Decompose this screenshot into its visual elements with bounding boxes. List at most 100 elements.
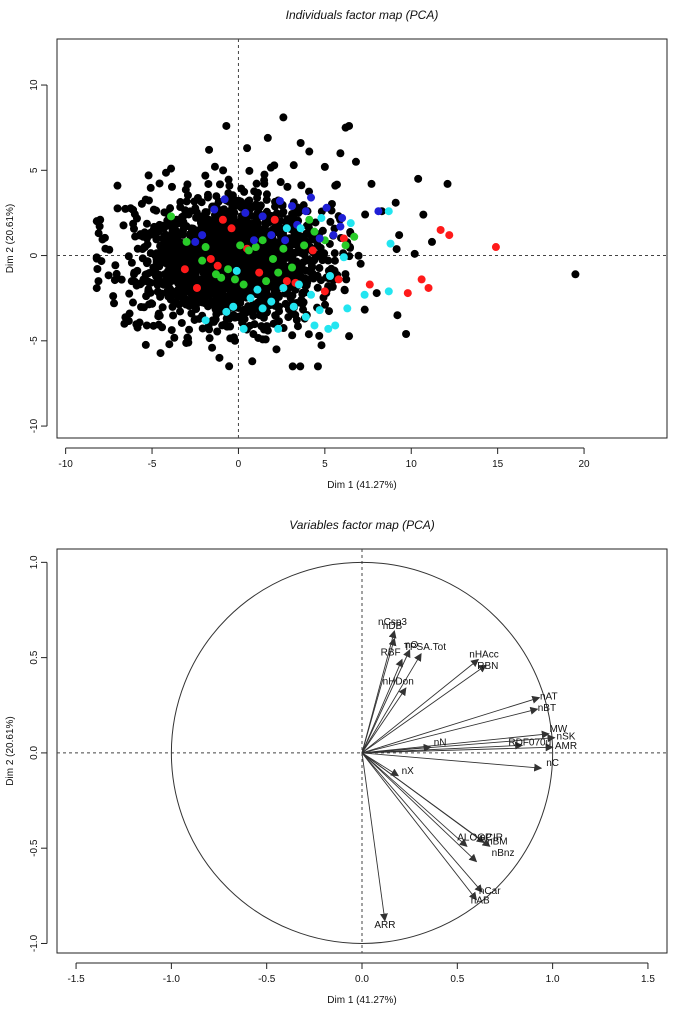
individuals-y-axis-label: Dim 2 (20.61%) [5,204,16,273]
individual-point [143,240,152,249]
variable-vector-nn [361,743,432,754]
individual-point [179,212,188,221]
individual-point [126,204,135,213]
individual-point-group-1 [263,326,272,335]
variable-vector-nab [361,752,477,901]
individual-point-group-5 [282,224,291,233]
individual-point [154,312,163,321]
individual-point [298,300,307,309]
individual-point-group-1 [113,181,122,190]
individual-point [142,259,151,268]
individual-point [159,233,168,242]
individual-point [249,202,258,211]
individual-point-group-3 [310,227,319,236]
individuals-y-tick-label: 10 [29,79,40,91]
individual-point [215,250,224,259]
individual-point [202,298,211,307]
individual-point [330,256,339,265]
individuals-x-tick-label: -10 [58,459,73,470]
individual-point [155,289,164,298]
individual-point-group-2 [180,265,189,274]
individual-point [290,227,299,236]
individual-point [250,187,259,196]
individual-point-group-1 [165,340,174,349]
individual-point-group-5 [384,207,393,216]
individual-point [345,332,354,341]
individual-point-group-1 [110,299,119,308]
variable-label-rbf: RBF [381,648,401,659]
variable-label-rdf070u: RDF070u [508,737,551,748]
individual-point [197,198,206,207]
individual-point [137,303,146,312]
individual-point-group-1 [167,164,176,173]
individual-point [252,179,261,188]
individual-point [93,264,102,273]
individual-point-group-1 [263,133,272,142]
variable-vector-mw [361,730,550,754]
individual-point [203,190,212,199]
individual-point [340,286,349,295]
individual-point [293,322,302,331]
individual-point [210,162,219,171]
individual-point [304,330,313,339]
individuals-x-axis-label: Dim 1 (41.27%) [327,480,396,491]
individual-point [177,228,186,237]
individual-point-group-1 [367,179,376,188]
individual-point [185,230,194,239]
individual-point-group-3 [269,254,278,263]
individual-point [318,226,327,235]
individual-point-group-1 [443,179,452,188]
individual-point-group-2 [192,283,201,292]
individual-point-group-1 [393,311,402,320]
individual-point [211,305,220,314]
individual-point-group-1 [351,157,360,166]
individual-point [170,257,179,266]
individual-point-group-3 [198,256,207,265]
individual-point [291,310,300,319]
individual-point-group-3 [341,241,350,250]
individual-point-group-3 [236,241,245,250]
individuals-chart-title: Individuals factor map (PCA) [286,8,439,22]
individual-point-group-3 [239,280,248,289]
individual-point [215,180,224,189]
variable-label-nbnz: nBnz [492,848,515,859]
individual-point [301,287,310,296]
individual-point [127,258,136,267]
individual-point [110,276,119,285]
variable-label-tpsa-tot: TPSA.Tot [404,642,446,653]
variables-x-tick-label: -1.0 [163,974,181,985]
individual-point [299,201,308,210]
individual-point [181,300,190,309]
individual-point [181,281,190,290]
individual-point [288,210,297,219]
individual-point-group-4 [329,231,338,240]
variable-label-arr: ARR [374,920,395,931]
individual-point [297,181,306,190]
variables-y-tick-label: 0.5 [29,650,40,664]
individual-point [207,241,216,250]
variables-x-axis-label: Dim 1 (41.27%) [327,995,396,1006]
individual-point-group-3 [182,237,191,246]
variable-label-ndb: nDB [383,621,403,632]
individual-point-group-1 [336,149,345,158]
individual-point [235,260,244,269]
individual-point [244,302,253,311]
individual-point-group-2 [436,225,445,234]
individuals-y-tick-label: 5 [29,167,40,173]
individual-point [171,291,180,300]
individual-point-group-1 [419,210,428,219]
individual-point-group-4 [288,202,297,211]
individual-point [198,324,207,333]
individual-point [219,225,228,234]
individual-point [324,256,333,265]
individual-point [176,307,185,316]
individual-point [276,178,285,187]
individual-point-group-2 [403,289,412,298]
individual-point [119,221,128,230]
individual-point [330,266,339,275]
individual-point [305,255,314,264]
individual-point [249,330,258,339]
individual-point-group-3 [224,265,233,274]
